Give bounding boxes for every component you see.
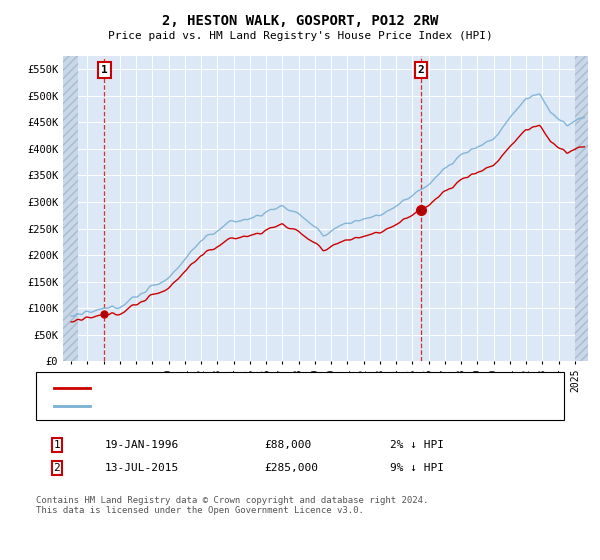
Text: 2, HESTON WALK, GOSPORT, PO12 2RW: 2, HESTON WALK, GOSPORT, PO12 2RW <box>162 14 438 28</box>
Text: 2: 2 <box>418 65 424 75</box>
Text: £88,000: £88,000 <box>264 440 311 450</box>
Text: 19-JAN-1996: 19-JAN-1996 <box>105 440 179 450</box>
Text: 9% ↓ HPI: 9% ↓ HPI <box>390 463 444 473</box>
Bar <box>63 56 78 361</box>
Bar <box>575 56 588 361</box>
Text: 13-JUL-2015: 13-JUL-2015 <box>105 463 179 473</box>
Text: Price paid vs. HM Land Registry's House Price Index (HPI): Price paid vs. HM Land Registry's House … <box>107 31 493 41</box>
Text: HPI: Average price, detached house, Gosport: HPI: Average price, detached house, Gosp… <box>96 401 354 411</box>
Text: £285,000: £285,000 <box>264 463 318 473</box>
Text: 2% ↓ HPI: 2% ↓ HPI <box>390 440 444 450</box>
Text: Contains HM Land Registry data © Crown copyright and database right 2024.
This d: Contains HM Land Registry data © Crown c… <box>36 496 428 515</box>
Text: 2, HESTON WALK, GOSPORT, PO12 2RW (detached house): 2, HESTON WALK, GOSPORT, PO12 2RW (detac… <box>96 383 396 393</box>
Text: 1: 1 <box>53 440 61 450</box>
Text: 2: 2 <box>53 463 61 473</box>
Text: 1: 1 <box>101 65 108 75</box>
